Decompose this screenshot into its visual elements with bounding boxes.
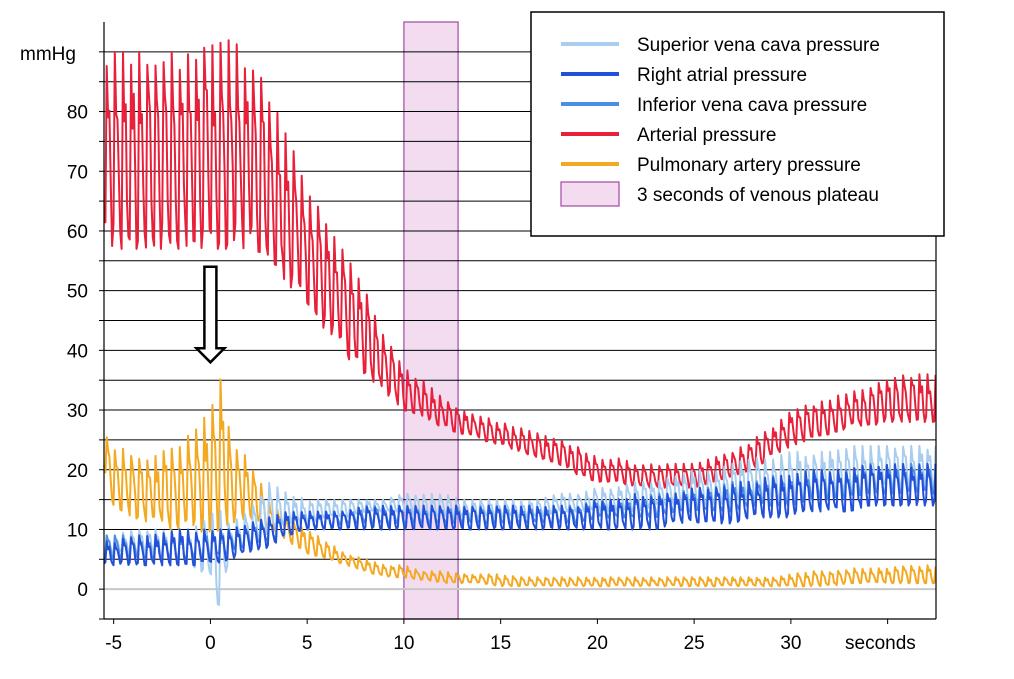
x-tick-label: 10 (393, 633, 414, 654)
y-tick-label: 0 (77, 580, 88, 601)
legend-label-ivc: Inferior vena cava pressure (637, 95, 867, 116)
x-tick-label: 5 (302, 633, 313, 654)
y-tick-label: 80 (67, 103, 88, 124)
y-tick-label: 70 (67, 162, 88, 183)
y-tick-label: 20 (67, 461, 88, 482)
y-tick-label: 10 (67, 520, 88, 541)
down-arrow (193, 265, 228, 365)
legend-label-plateau: 3 seconds of venous plateau (637, 185, 879, 206)
y-tick-label: 60 (67, 222, 88, 243)
series-layer (103, 39, 937, 606)
y-tick-label: 40 (67, 341, 88, 362)
x-tick-label: 15 (490, 633, 511, 654)
x-tick-label: 25 (684, 633, 705, 654)
series-art-line (103, 39, 937, 489)
series-ra-line (103, 462, 937, 567)
series-pa-line (103, 378, 937, 588)
legend-label-ra: Right atrial pressure (637, 65, 807, 86)
annotation-layer (193, 265, 228, 365)
x-tick-label: 0 (205, 633, 216, 654)
y-tick-label: 50 (67, 282, 88, 303)
x-tick-label: 20 (587, 633, 608, 654)
x-axis-title: seconds (845, 633, 916, 654)
y-axis-title: mmHg (20, 44, 76, 65)
legend: Superior vena cava pressure Right atrial … (530, 11, 945, 237)
x-tick-label: 30 (780, 633, 801, 654)
legend-label-art: Arterial pressure (637, 125, 776, 146)
legend-swatch-plateau (560, 181, 620, 207)
legend-label-pa: Pulmonary artery pressure (637, 155, 861, 176)
x-tick-label: -5 (105, 633, 122, 654)
y-tick-label: 30 (67, 401, 88, 422)
legend-label-svc: Superior vena cava pressure (637, 35, 880, 56)
